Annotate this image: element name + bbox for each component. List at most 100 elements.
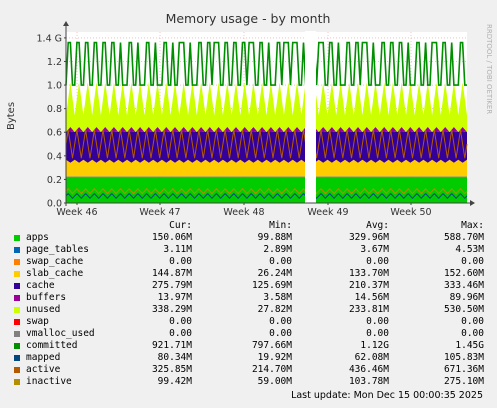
legend-min: 26.24M [257,268,292,279]
legend-cur: 325.85M [151,364,192,375]
legend-min: 27.82M [257,304,292,315]
area-buffers [66,126,467,132]
series-lines [65,41,468,200]
legend-max: 152.60M [443,268,484,279]
memory-chart: Memory usage - by month Bytes RRDTOOL / … [6,11,493,218]
legend-swatch [14,259,20,265]
legend-max: 333.46M [443,280,484,291]
line-mapped [65,192,468,200]
legend-name: slab_cache [26,268,84,279]
area-slab-cache [66,159,467,177]
gap-fill [305,31,316,203]
legend-row-swap-cache: swap_cache 0.00 0.00 0.00 0.00 [0,256,497,268]
legend-row-active: active 325.85M 214.70M 436.46M 671.36M [0,364,497,376]
legend-row-page-tables: page_tables 3.11M 2.89M 3.67M 4.53M [0,244,497,256]
y-tick-label: 1.2 [47,57,62,68]
legend-max: 105.83M [443,352,484,363]
legend-row-vmalloc-used: vmalloc_used 0.00 0.00 0.00 0.00 [0,328,497,340]
legend-cur: 99.42M [157,376,192,387]
legend-row-committed: committed 921.71M 797.66M 1.12G 1.45G [0,340,497,352]
legend-name: active [26,364,61,375]
legend-swatch [14,355,20,361]
header-min: Min: [269,220,292,231]
line-committed [65,41,467,86]
legend-max: 588.70M [443,232,484,243]
legend-swatch [14,307,20,313]
legend-cur: 144.87M [151,268,192,279]
legend-swatch [14,271,20,277]
legend-avg: 1.12G [360,340,389,351]
legend-max: 89.96M [449,292,484,303]
legend-name: mapped [26,352,61,363]
legend-max: 0.00 [461,256,484,267]
y-tick-label: 0.0 [47,199,62,210]
legend-avg: 329.96M [348,232,389,243]
legend-name: committed [26,340,78,351]
legend-avg: 436.46M [348,364,389,375]
legend: Cur: Min: Avg: Max: apps 150.06M 99.88M 329… [0,220,497,388]
legend-swatch [14,319,20,325]
legend-max: 671.36M [443,364,484,375]
legend-cur: 150.06M [151,232,192,243]
legend-max: 4.53M [455,244,484,255]
data-gap [305,31,316,203]
legend-min: 19.92M [257,352,292,363]
legend-row-mapped: mapped 80.34M 19.92M 62.08M 105.83M [0,352,497,364]
legend-swatch [14,343,20,349]
x-tick-label: Week 48 [223,207,264,218]
header-cur: Cur: [169,220,192,231]
y-tick-label: 1.0 [47,81,62,92]
legend-name: unused [26,304,61,315]
line-inactive [65,188,468,195]
legend-row-inactive: inactive 99.42M 59.00M 103.78M 275.10M [0,376,497,388]
legend-max: 1.45G [455,340,484,351]
legend-swatch [14,367,20,373]
area-unused [66,82,467,132]
legend-header: Cur: Min: Avg: Max: [0,220,497,232]
legend-swatch [14,331,20,337]
legend-min: 125.69M [251,280,292,291]
legend-name: swap_cache [26,256,84,267]
legend-row-cache: cache 275.79M 125.69M 210.37M 333.46M [0,280,497,292]
y-tick-label: 0.6 [47,128,62,139]
header-max: Max: [461,220,484,231]
legend-cur: 3.11M [163,244,192,255]
legend-avg: 14.56M [354,292,389,303]
legend-rows: apps 150.06M 99.88M 329.96M 588.70M page_tabl… [0,232,497,388]
legend-min: 0.00 [269,316,292,327]
line-active [65,129,468,159]
legend-name: page_tables [26,244,89,255]
legend-avg: 103.78M [348,376,389,387]
legend-min: 214.70M [251,364,292,375]
legend-name: swap [26,316,49,327]
legend-avg: 0.00 [366,328,389,339]
legend-cur: 921.71M [151,340,192,351]
legend-swatch [14,235,20,241]
legend-avg: 62.08M [354,352,389,363]
legend-cur: 0.00 [169,256,192,267]
y-tick-label: 0.8 [47,104,62,115]
legend-name: cache [26,280,55,291]
legend-row-buffers: buffers 13.97M 3.58M 14.56M 89.96M [0,292,497,304]
axes [63,21,475,206]
legend-cur: 0.00 [169,328,192,339]
legend-min: 797.66M [251,340,292,351]
last-update: Last update: Mon Dec 15 00:00:35 2025 [291,390,483,401]
legend-swatch [14,379,20,385]
legend-cur: 275.79M [151,280,192,291]
legend-swatch [14,283,20,289]
y-axis-arrow [63,21,69,26]
legend-row-unused: unused 338.29M 27.82M 233.81M 530.50M [0,304,497,316]
y-tick-label: 1.4 G [37,33,63,44]
x-tick-label: Week 47 [139,207,180,218]
legend-cur: 80.34M [157,352,192,363]
legend-avg: 233.81M [348,304,389,315]
stack-areas [66,82,467,203]
legend-avg: 3.67M [360,244,389,255]
chart-title: Memory usage - by month [166,11,331,26]
legend-max: 275.10M [443,376,484,387]
legend-max: 0.00 [461,316,484,327]
x-tick-label: Week 50 [390,207,431,218]
y-ticks: 0.0 0.2 0.4 0.6 0.8 1.0 1.2 1.4 G [37,33,66,210]
x-tick-label: Week 49 [307,207,348,218]
